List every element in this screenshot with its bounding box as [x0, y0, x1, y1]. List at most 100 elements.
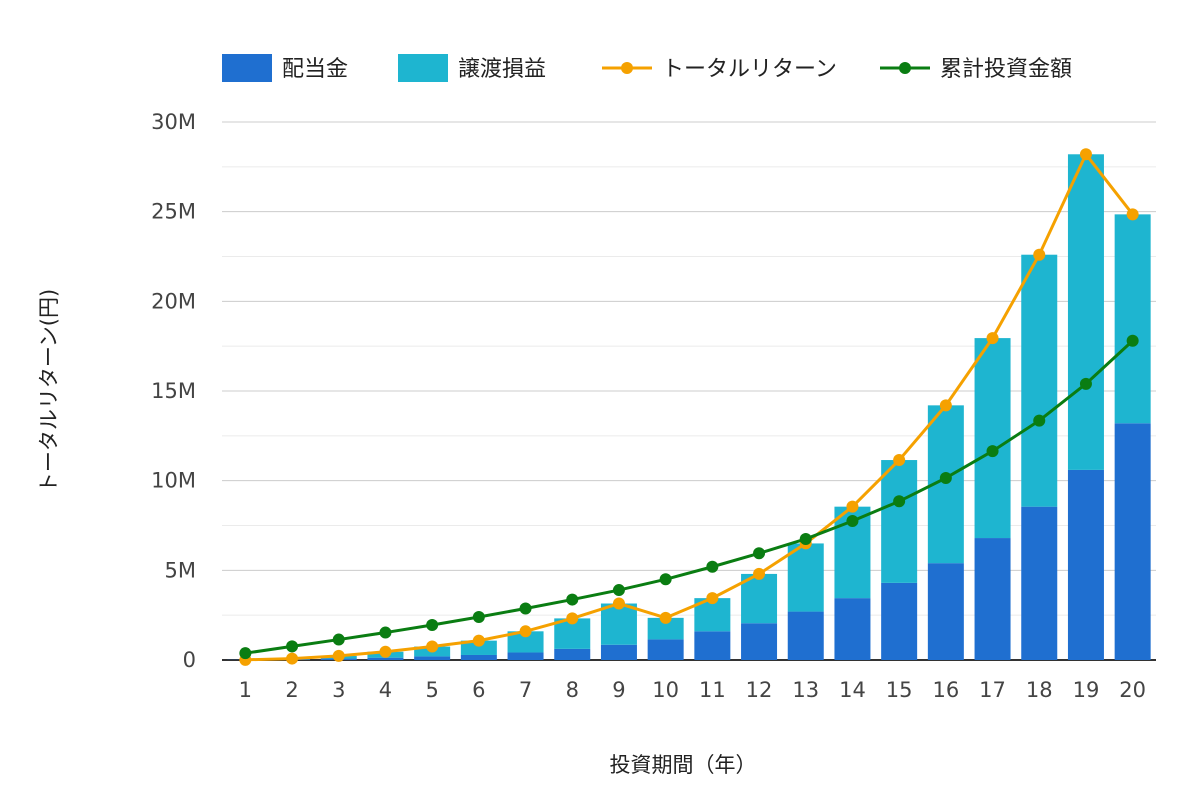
x-tick-label: 18: [1026, 678, 1053, 702]
bar-capital-gain-6: [460, 640, 497, 655]
y-axis-tick-labels: 0 5M 10M 15M 20M 25M 30M: [151, 110, 196, 672]
cumulative-investment-point-1: [239, 647, 252, 660]
bar-dividend-13: [787, 611, 824, 660]
bar-dividend-12: [741, 623, 778, 660]
x-tick-label: 4: [379, 678, 392, 702]
bar-dividend-7: [507, 652, 544, 660]
total-return-point-7: [519, 625, 532, 638]
bar-capital-gain-17: [974, 338, 1011, 539]
x-tick-label: 20: [1119, 678, 1146, 702]
bar-capital-gain-12: [741, 573, 778, 624]
y-tick-label: 20M: [151, 289, 196, 313]
legend-label-capital-gain: 譲渡損益: [458, 57, 546, 82]
cumulative-investment-point-7: [519, 602, 532, 615]
total-return-point-10: [659, 611, 672, 624]
total-return-point-16: [939, 399, 952, 412]
bar-capital-gain-7: [507, 631, 544, 653]
cumulative-investment-point-18: [1033, 414, 1046, 427]
bar-dividend-20: [1114, 423, 1151, 660]
cumulative-investment-point-15: [893, 495, 906, 508]
x-tick-label: 3: [332, 678, 345, 702]
x-tick-label: 13: [792, 678, 819, 702]
x-tick-label: 17: [979, 678, 1006, 702]
legend-label-cumulative-investment: 累計投資金額: [940, 57, 1072, 82]
cumulative-investment-point-6: [472, 610, 485, 623]
x-tick-label: 19: [1073, 678, 1100, 702]
bar-dividend-14: [834, 598, 871, 660]
legend-marker-total-return: [621, 62, 633, 74]
bar-dividend-19: [1067, 469, 1104, 660]
y-tick-label: 10M: [151, 469, 196, 493]
bar-capital-gain-13: [787, 543, 824, 612]
bar-dividend-10: [647, 639, 684, 660]
x-tick-label: 9: [612, 678, 625, 702]
x-tick-label: 2: [285, 678, 298, 702]
total-return-point-5: [426, 640, 439, 653]
total-return-point-14: [846, 500, 859, 513]
x-tick-label: 14: [839, 678, 866, 702]
cumulative-investment-point-13: [799, 532, 812, 545]
cumulative-investment-point-20: [1126, 334, 1139, 347]
cumulative-investment-line: [245, 339, 1134, 655]
bar-capital-gain-10: [647, 617, 684, 640]
legend: 配当金 譲渡損益 トータルリターン 累計投資金額: [222, 54, 1072, 82]
total-return-point-6: [472, 634, 485, 647]
bar-dividend-17: [974, 538, 1011, 660]
cumulative-investment-point-11: [706, 560, 719, 573]
bar-dividend-9: [600, 644, 637, 660]
x-tick-label: 15: [886, 678, 913, 702]
legend-marker-cumulative-investment: [899, 62, 911, 74]
total-return-line: [245, 152, 1134, 662]
x-tick-label: 8: [566, 678, 579, 702]
cumulative-investment-point-9: [612, 584, 625, 597]
total-return-point-18: [1033, 248, 1046, 261]
total-return-point-8: [566, 612, 579, 625]
cumulative-investment-point-16: [939, 471, 952, 484]
cumulative-investment-point-5: [426, 619, 439, 632]
cumulative-investment-point-4: [379, 626, 392, 639]
cumulative-investment-point-19: [1079, 377, 1092, 390]
total-return-point-20: [1126, 208, 1139, 221]
y-tick-label: 15M: [151, 379, 196, 403]
line-series: [239, 148, 1139, 666]
cumulative-investment-point-12: [753, 547, 766, 560]
total-return-point-15: [893, 454, 906, 467]
bar-dividend-11: [694, 631, 731, 660]
cumulative-investment-point-17: [986, 445, 999, 458]
x-axis-tick-labels: 1 2 3 4 5 6 7 8 9 10 11 12 13 14 15 16 17 18 19 20: [239, 678, 1146, 702]
bar-capital-gain-19: [1067, 154, 1104, 470]
cumulative-investment-point-14: [846, 515, 859, 528]
total-return-point-12: [753, 567, 766, 580]
bar-capital-gain-18: [1021, 254, 1058, 507]
bar-dividend-6: [460, 654, 497, 660]
cumulative-investment-point-10: [659, 573, 672, 586]
y-tick-label: 30M: [151, 110, 196, 134]
bar-dividend-18: [1021, 506, 1058, 660]
y-axis-title: トータルリターン(円): [37, 289, 61, 493]
bar-capital-gain-9: [600, 603, 637, 645]
cumulative-investment-point-8: [566, 593, 579, 606]
bar-dividend-4: [367, 657, 404, 660]
total-return-point-19: [1079, 148, 1092, 161]
bar-capital-gain-20: [1114, 214, 1151, 424]
legend-label-dividend: 配当金: [282, 57, 348, 82]
y-tick-label: 5M: [165, 558, 196, 582]
bar-dividend-15: [881, 582, 918, 660]
total-return-point-9: [612, 597, 625, 610]
bar-dividend-5: [414, 656, 451, 660]
bar-dividend-8: [554, 648, 591, 660]
cumulative-investment-point-3: [332, 633, 345, 646]
total-return-point-2: [286, 652, 299, 665]
x-tick-label: 11: [699, 678, 726, 702]
y-tick-label: 25M: [151, 200, 196, 224]
x-tick-label: 16: [932, 678, 959, 702]
x-tick-label: 5: [425, 678, 438, 702]
x-tick-label: 10: [652, 678, 679, 702]
x-tick-label: 1: [239, 678, 252, 702]
legend-label-total-return: トータルリターン: [662, 57, 837, 82]
bar-capital-gain-15: [881, 460, 918, 583]
bar-series: [227, 154, 1151, 660]
total-return-point-4: [379, 645, 392, 658]
